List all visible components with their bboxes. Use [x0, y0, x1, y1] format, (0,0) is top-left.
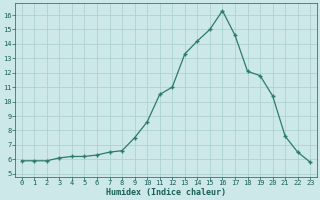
X-axis label: Humidex (Indice chaleur): Humidex (Indice chaleur) — [106, 188, 226, 197]
